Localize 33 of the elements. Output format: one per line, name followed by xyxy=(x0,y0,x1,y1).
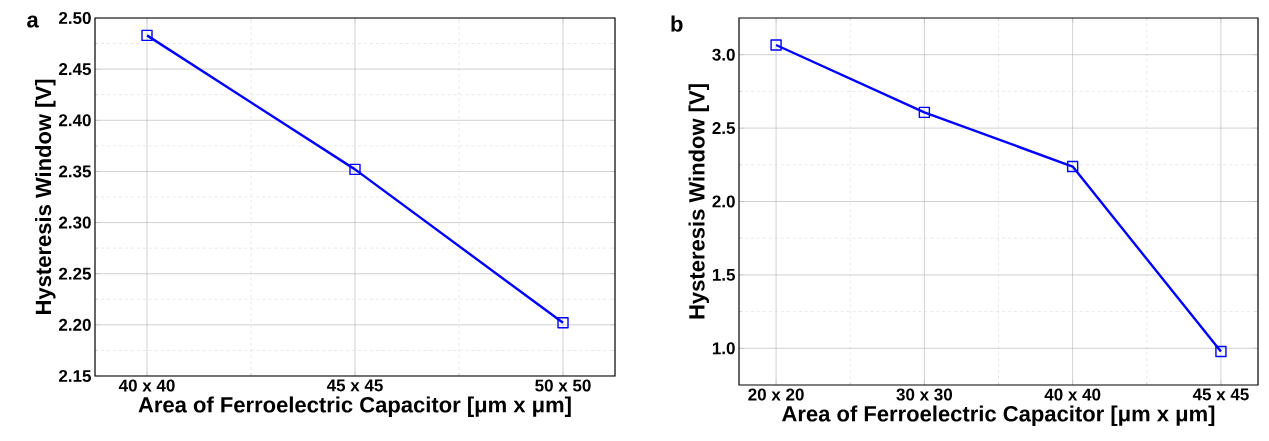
y-tick-label: 2.30 xyxy=(58,216,91,229)
y-axis-title: Hysteresis Window [V] xyxy=(35,79,56,315)
point xyxy=(770,39,782,51)
y-tick-label: 2.15 xyxy=(58,369,92,383)
x-tick-label: 30 x 30 xyxy=(896,388,952,401)
y-tick-label: 2.50 xyxy=(58,11,91,25)
y-tick-label: 2.45 xyxy=(58,63,92,76)
y-tick-label: 2.5 xyxy=(712,122,736,135)
y-tick-label: 2.0 xyxy=(712,195,735,208)
x-tick-label: 50 x 50 xyxy=(535,379,591,392)
y-tick-label: 2.20 xyxy=(58,318,91,331)
y-tick-label: 1.5 xyxy=(712,268,736,281)
y-tick-label: 1.0 xyxy=(712,342,735,355)
y-tick-label: 2.25 xyxy=(58,267,92,280)
chart-title: a xyxy=(27,15,39,28)
x-axis-title: Area of Ferroelectric Capacitor [μm x μm] xyxy=(138,396,571,417)
x-tick-label: 40 x 40 xyxy=(118,379,175,392)
x-tick-label: 20 x 20 xyxy=(748,388,804,401)
point xyxy=(1215,345,1227,358)
x-tick-label: 45 x 45 xyxy=(1192,388,1249,401)
point xyxy=(141,29,153,42)
point xyxy=(557,317,569,329)
chart-title: b xyxy=(671,15,683,32)
y-axis-title: Hysteresis Window [V] xyxy=(688,84,710,319)
y-tick-label: 3.0 xyxy=(712,48,735,61)
point xyxy=(918,106,931,119)
x-axis-title: Area of Ferroelectric Capacitor [μm x μm] xyxy=(782,405,1215,426)
x-tick-label: 40 x 40 xyxy=(1044,388,1101,401)
y-tick-label: 2.35 xyxy=(58,165,92,178)
x-tick-label: 45 x 45 xyxy=(326,379,383,392)
point xyxy=(1066,160,1079,173)
y-tick-label: 2.40 xyxy=(58,114,91,127)
point xyxy=(349,163,361,176)
